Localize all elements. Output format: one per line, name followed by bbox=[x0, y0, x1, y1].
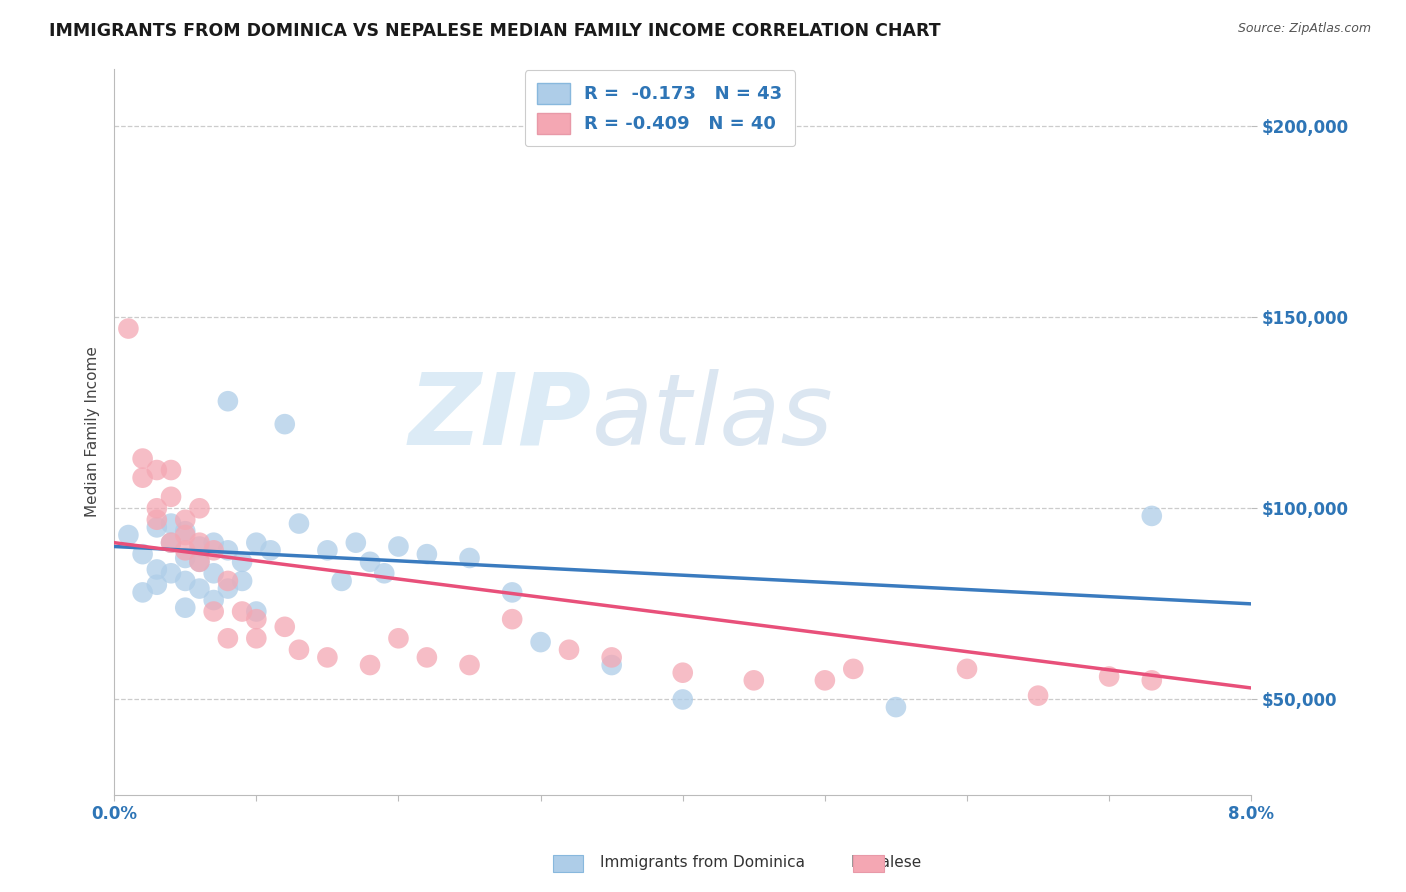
Point bbox=[245, 535, 267, 549]
Point bbox=[146, 562, 169, 576]
Point bbox=[330, 574, 353, 588]
Point bbox=[160, 516, 183, 531]
Point bbox=[146, 513, 169, 527]
Point bbox=[416, 547, 439, 561]
Point bbox=[174, 528, 197, 542]
Point bbox=[160, 490, 183, 504]
Point bbox=[202, 535, 225, 549]
Point bbox=[359, 555, 381, 569]
Point bbox=[217, 543, 239, 558]
Point bbox=[174, 600, 197, 615]
Text: Source: ZipAtlas.com: Source: ZipAtlas.com bbox=[1237, 22, 1371, 36]
Legend: R =  -0.173   N = 43, R = -0.409   N = 40: R = -0.173 N = 43, R = -0.409 N = 40 bbox=[524, 70, 796, 146]
Point bbox=[146, 578, 169, 592]
Point bbox=[359, 658, 381, 673]
Point bbox=[174, 574, 197, 588]
Point bbox=[202, 566, 225, 581]
Point bbox=[884, 700, 907, 714]
Text: Nepalese: Nepalese bbox=[851, 855, 921, 870]
Point bbox=[188, 555, 211, 569]
Point bbox=[956, 662, 979, 676]
Point bbox=[131, 471, 153, 485]
Point bbox=[146, 501, 169, 516]
Point bbox=[231, 605, 253, 619]
Point bbox=[217, 574, 239, 588]
Point bbox=[274, 417, 297, 431]
Point bbox=[274, 620, 297, 634]
Point bbox=[188, 555, 211, 569]
Point bbox=[1026, 689, 1049, 703]
Point bbox=[174, 551, 197, 566]
Point bbox=[174, 524, 197, 539]
Text: IMMIGRANTS FROM DOMINICA VS NEPALESE MEDIAN FAMILY INCOME CORRELATION CHART: IMMIGRANTS FROM DOMINICA VS NEPALESE MED… bbox=[49, 22, 941, 40]
Point bbox=[842, 662, 865, 676]
Point bbox=[131, 451, 153, 466]
Point bbox=[202, 543, 225, 558]
Point bbox=[288, 642, 311, 657]
Text: atlas: atlas bbox=[592, 368, 834, 466]
Point bbox=[174, 513, 197, 527]
Point bbox=[146, 463, 169, 477]
Point bbox=[600, 658, 623, 673]
Point bbox=[231, 574, 253, 588]
Point bbox=[458, 551, 481, 566]
Point bbox=[160, 535, 183, 549]
Point bbox=[387, 632, 409, 646]
Point bbox=[146, 520, 169, 534]
Point bbox=[217, 582, 239, 596]
Y-axis label: Median Family Income: Median Family Income bbox=[86, 346, 100, 517]
Point bbox=[814, 673, 837, 688]
Point bbox=[217, 394, 239, 409]
Point bbox=[188, 501, 211, 516]
Point bbox=[1140, 673, 1163, 688]
Point bbox=[259, 543, 281, 558]
Point bbox=[131, 585, 153, 599]
Point bbox=[160, 566, 183, 581]
Point bbox=[188, 582, 211, 596]
Point bbox=[202, 605, 225, 619]
Point bbox=[245, 612, 267, 626]
Point bbox=[188, 535, 211, 549]
Point bbox=[387, 540, 409, 554]
Point bbox=[373, 566, 395, 581]
Point bbox=[202, 593, 225, 607]
Point bbox=[742, 673, 765, 688]
Point bbox=[117, 321, 139, 335]
Point bbox=[672, 665, 695, 680]
Text: Immigrants from Dominica: Immigrants from Dominica bbox=[600, 855, 806, 870]
Point bbox=[316, 543, 339, 558]
Point bbox=[672, 692, 695, 706]
Point bbox=[188, 540, 211, 554]
Point bbox=[160, 535, 183, 549]
Point bbox=[458, 658, 481, 673]
Point bbox=[231, 555, 253, 569]
Point bbox=[416, 650, 439, 665]
Point bbox=[117, 528, 139, 542]
Point bbox=[600, 650, 623, 665]
Point bbox=[501, 612, 523, 626]
Point bbox=[501, 585, 523, 599]
Point bbox=[1140, 508, 1163, 523]
Point bbox=[131, 547, 153, 561]
Text: ZIP: ZIP bbox=[409, 368, 592, 466]
Point bbox=[1098, 669, 1121, 683]
Point bbox=[288, 516, 311, 531]
Point bbox=[316, 650, 339, 665]
Point bbox=[245, 632, 267, 646]
Point bbox=[217, 632, 239, 646]
Point bbox=[529, 635, 551, 649]
Point bbox=[245, 605, 267, 619]
Point bbox=[174, 543, 197, 558]
Point bbox=[344, 535, 367, 549]
Point bbox=[160, 463, 183, 477]
Point bbox=[558, 642, 581, 657]
